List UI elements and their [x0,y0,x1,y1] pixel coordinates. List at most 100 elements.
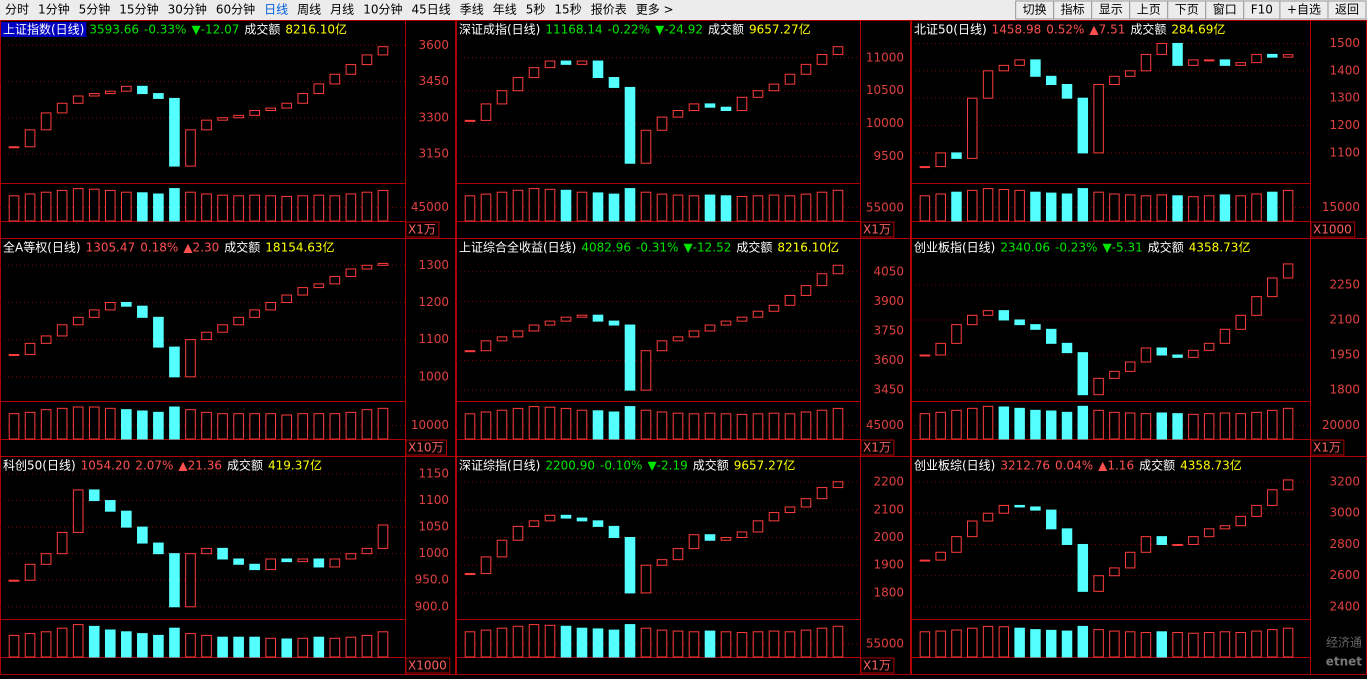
candle [1172,42,1183,66]
volume-bar [233,195,244,222]
toolbar-tab[interactable]: 周线 [297,3,321,17]
toolbar-tab[interactable]: 30分钟 [168,2,207,17]
volume-bar [1156,412,1168,440]
toolbar-tab[interactable]: 1分钟 [38,2,70,17]
volume-bar [265,195,276,222]
toolbar-tab[interactable]: 月线 [330,3,354,17]
candle [40,553,52,565]
candle [736,531,748,538]
volume-bar [982,188,994,222]
turnover-label: 成交额 [244,22,280,37]
candle [464,350,476,353]
change-value: ▼-2.19 [647,459,687,473]
volume-bar [720,413,732,440]
volume-bar [1219,631,1231,658]
volume-bar [951,191,962,222]
volume-bar [608,411,620,440]
candle [1124,361,1136,372]
toolbar-button[interactable]: F10 [1251,3,1273,17]
toolbar-button[interactable]: 下页 [1175,3,1199,17]
volume-bar [528,406,540,440]
toolbar-tab[interactable]: 分时 [5,3,29,17]
volume-bar [480,193,492,222]
toolbar-button[interactable]: +自选 [1287,3,1321,17]
y-tick-label: 1900 [873,558,904,572]
candle [361,547,373,555]
volume-bar [1014,407,1025,440]
candle [608,320,620,326]
toolbar-tab[interactable]: 10分钟 [363,2,402,17]
volume-bar [1156,194,1168,222]
y-tick-label: 1050 [418,520,449,534]
candle [329,73,341,85]
toolbar-tab[interactable]: 15分钟 [119,2,158,17]
candle [1030,59,1041,77]
candle [1014,319,1025,326]
unit-label: X1万 [863,223,891,237]
candle [480,556,492,575]
toolbar-tab[interactable]: 年线 [493,3,517,17]
volume-bar [704,194,716,222]
volume-bar [88,188,100,222]
volume-bar [1235,413,1246,440]
toolbar-button[interactable]: 显示 [1099,3,1123,17]
y-tick-label: 1200 [1329,118,1360,132]
toolbar-button[interactable]: 窗口 [1213,3,1237,17]
candle [265,301,276,311]
toolbar-tab[interactable]: 5分钟 [79,2,111,17]
toolbar-button[interactable]: 指标 [1061,2,1085,17]
toolbar-tab[interactable]: 5秒 [526,3,546,17]
candle [982,512,994,522]
volume-bar [608,193,620,222]
volume-bar [544,624,556,658]
y-tick-label: 9500 [873,149,904,163]
volume-bar [8,634,20,658]
candle [816,53,828,65]
toolbar-button[interactable]: 切换 [1023,3,1047,17]
y-tick-label: 10000 [866,116,904,130]
candle [464,119,476,122]
toolbar-tab[interactable]: 15秒 [554,3,581,17]
volume-tick-label: 20000 [1322,418,1360,432]
volume-bar [656,193,668,222]
volume-bar [919,413,931,440]
y-tick-label: 3450 [873,383,904,397]
volume-bar [169,188,180,222]
y-tick-label: 3750 [873,323,904,337]
unit-label: X10万 [408,441,444,455]
volume-bar [1109,193,1120,222]
volume-bar [951,409,962,440]
change-pct: 0.52% [1046,23,1084,37]
toolbar-tab[interactable]: 报价表 [591,2,627,17]
candle [608,77,620,88]
y-tick-label: 2200 [873,475,904,489]
toolbar-tab[interactable]: 60分钟 [216,2,255,17]
toolbar-tab[interactable]: 日线 [264,3,288,17]
candle [480,103,492,121]
candle [704,534,716,541]
volume-tick-label: 45000 [866,418,904,432]
last-price: 3212.76 [1000,459,1050,473]
toolbar-tab[interactable]: 季线 [460,3,484,17]
candle [704,103,716,108]
volume-bar [153,634,164,658]
turnover-value: 8216.10亿 [285,22,347,37]
toolbar-button[interactable]: 返回 [1335,3,1359,17]
toolbar-button[interactable]: 上页 [1137,3,1161,17]
unit-frame [1310,439,1345,456]
y-tick-label: 1500 [1329,36,1360,50]
toolbar-tab[interactable]: 更多 > [636,3,674,17]
y-tick-label: 3900 [873,294,904,308]
toolbar-tab[interactable]: 45日线 [411,3,450,17]
candle [345,268,357,277]
volume-bar [72,188,84,222]
volume-bar [935,411,946,440]
volume-bar [688,413,700,440]
candle [377,524,389,549]
candle [624,536,636,594]
last-price: 1054.20 [81,459,131,473]
candle [704,324,716,332]
candle [24,129,36,148]
turnover-value: 4358.73亿 [1180,458,1242,473]
candle [281,102,293,109]
